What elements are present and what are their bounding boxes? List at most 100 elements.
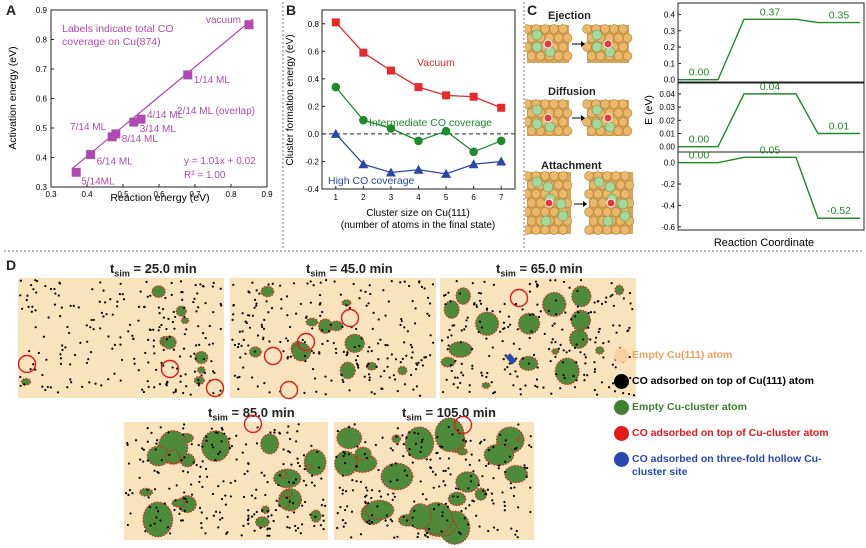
chart-c: E (eV) Reaction Coordinate 0.00.10.20.30… xyxy=(643,2,865,249)
co-adsorbate xyxy=(438,485,441,488)
co-adsorbate xyxy=(410,346,414,349)
cu-cluster xyxy=(305,317,319,327)
co-adsorbate xyxy=(146,427,149,430)
co-adsorbate xyxy=(126,523,129,527)
co-adsorbate xyxy=(119,336,122,339)
co-adsorbate xyxy=(583,373,586,376)
co-adsorbate xyxy=(321,310,324,314)
co-adsorbate xyxy=(37,351,40,355)
co-adsorbate xyxy=(253,513,256,516)
co-adsorbate xyxy=(148,506,152,509)
co-adsorbate xyxy=(217,484,220,488)
co-adsorbate xyxy=(235,434,238,437)
co-adsorbate xyxy=(318,466,321,469)
co-adsorbate xyxy=(41,385,44,388)
co-adsorbate xyxy=(185,328,188,331)
co-adsorbate xyxy=(343,461,347,465)
co-adsorbate xyxy=(264,493,267,497)
co-adsorbate xyxy=(394,462,397,465)
co-adsorbate xyxy=(285,337,288,340)
cu-cluster xyxy=(341,299,352,307)
co-adsorbate xyxy=(240,344,243,347)
co-adsorbate xyxy=(200,526,203,529)
co-adsorbate xyxy=(447,291,450,294)
co-adsorbate xyxy=(265,300,268,303)
co-adsorbate xyxy=(255,302,258,305)
chart-b-point xyxy=(441,168,452,178)
co-adsorbate xyxy=(403,326,406,329)
co-adsorbate xyxy=(359,480,362,484)
co-adsorbate xyxy=(405,436,408,439)
co-adsorbate xyxy=(142,448,145,451)
co-adsorbate xyxy=(137,319,140,322)
chart-c-ytick-label: 0.4 xyxy=(664,10,676,19)
co-adsorbate xyxy=(286,339,289,342)
co-adsorbate xyxy=(128,489,132,492)
co-adsorbate xyxy=(59,353,62,356)
co-adsorbate xyxy=(250,494,253,497)
co-adsorbate xyxy=(148,328,151,331)
co-adsorbate xyxy=(504,439,507,442)
co-adsorbate xyxy=(233,374,236,377)
co-adsorbate xyxy=(326,339,329,343)
co-adsorbate xyxy=(311,474,314,477)
co-adsorbate xyxy=(45,358,48,361)
co-adsorbate xyxy=(324,393,327,396)
co-adsorbate xyxy=(172,310,175,314)
chart-a-point xyxy=(111,129,121,139)
co-adsorbate xyxy=(26,294,29,297)
chart-b-ytick-label: -0.2 xyxy=(305,157,319,166)
co-adsorbate xyxy=(287,481,291,484)
co-adsorbate xyxy=(513,486,516,489)
structure-image xyxy=(525,24,573,63)
cu-cluster xyxy=(201,430,231,462)
co-adsorbate xyxy=(490,492,493,495)
co-adsorbate xyxy=(463,328,466,331)
co-adsorbate xyxy=(342,450,345,453)
co-adsorbate xyxy=(219,302,222,305)
co-adsorbate xyxy=(411,351,414,354)
co-adsorbate xyxy=(532,353,536,357)
co-adsorbate xyxy=(255,442,259,445)
co-adsorbate xyxy=(330,379,333,382)
co-adsorbate xyxy=(363,453,366,456)
co-adsorbate xyxy=(492,526,496,529)
co-adsorbate xyxy=(109,298,112,301)
co-adsorbate xyxy=(575,361,578,364)
co-adsorbate xyxy=(341,378,344,381)
co-adsorbate xyxy=(119,343,122,346)
co-adsorbate xyxy=(377,358,380,361)
panel-label-c: C xyxy=(527,2,538,18)
co-adsorbate xyxy=(607,340,610,343)
highlight-circle xyxy=(296,332,316,352)
co-adsorbate xyxy=(562,373,565,377)
co-adsorbate xyxy=(226,531,229,534)
co-adsorbate xyxy=(393,536,396,539)
co-adsorbate xyxy=(512,494,516,498)
co-adsorbate xyxy=(456,376,459,379)
co-adsorbate xyxy=(478,442,482,445)
co-adsorbate xyxy=(372,311,375,314)
cu-cluster xyxy=(614,284,625,296)
co-adsorbate xyxy=(170,293,173,296)
co-adsorbate xyxy=(539,310,542,313)
co-adsorbate xyxy=(341,492,344,495)
chart-b-point xyxy=(385,167,396,177)
panel-c-title-ejection: Ejection xyxy=(548,10,591,22)
co-adsorbate xyxy=(484,492,487,495)
co-adsorbate xyxy=(219,287,222,290)
co-adsorbate xyxy=(346,505,349,508)
co-adsorbate xyxy=(503,504,506,507)
chart-b-ytick-label: -0.4 xyxy=(305,185,319,194)
co-adsorbate xyxy=(436,451,439,454)
chart-a-point-label: 5/14ML xyxy=(81,176,115,187)
co-adsorbate xyxy=(59,357,62,360)
co-adsorbate xyxy=(357,366,360,369)
co-adsorbate xyxy=(143,305,146,308)
co-adsorbate xyxy=(528,336,531,340)
co-adsorbate xyxy=(160,323,163,327)
co-adsorbate xyxy=(44,284,47,288)
co-adsorbate xyxy=(436,435,439,439)
co-adsorbate xyxy=(153,352,156,355)
chart-a-xtick-label: 0.5 xyxy=(117,190,129,199)
